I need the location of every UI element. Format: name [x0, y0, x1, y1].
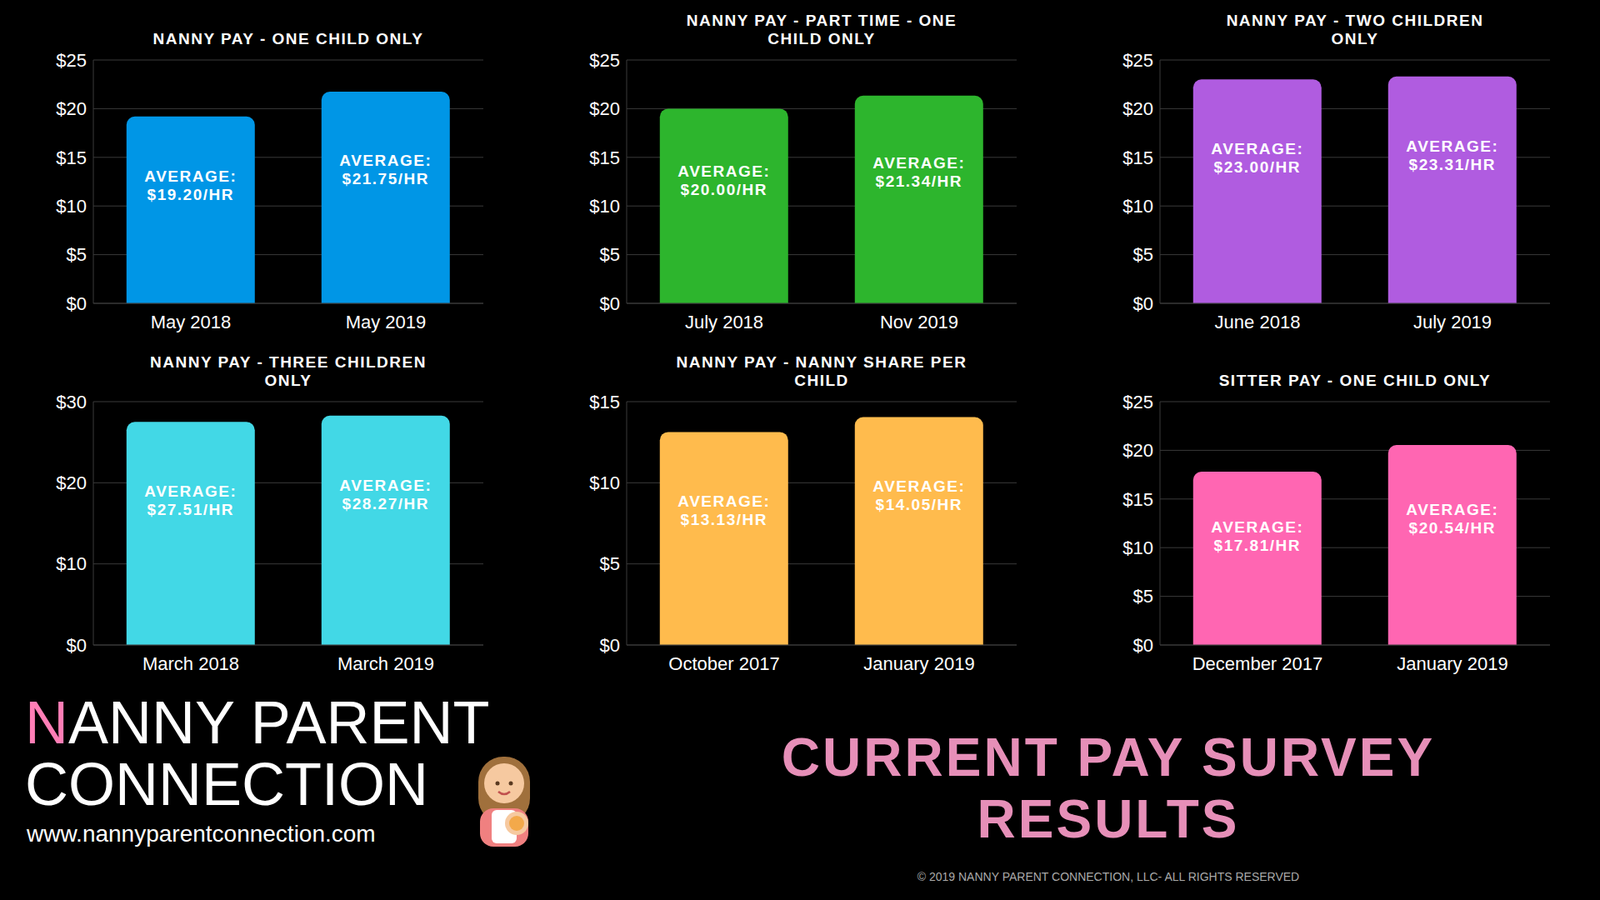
- svg-text:$10: $10: [55, 553, 87, 575]
- svg-text:AVERAGE:$17.81/HR: AVERAGE:$17.81/HR: [1210, 518, 1304, 555]
- svg-text:AVERAGE:$23.31/HR: AVERAGE:$23.31/HR: [1405, 137, 1499, 174]
- svg-text:AVERAGE:$27.51/HR: AVERAGE:$27.51/HR: [144, 482, 237, 519]
- svg-text:July 2018: July 2018: [685, 311, 764, 333]
- svg-text:$25: $25: [55, 50, 87, 71]
- svg-text:March 2019: March 2019: [337, 653, 435, 675]
- svg-text:December 2017: December 2017: [1192, 653, 1324, 675]
- html-text:NANNY PAY - NANNY SHARE PER CH: NANNY PAY - NANNY SHARE PER CHILD: [676, 353, 967, 390]
- svg-text:AVERAGE:$21.34/HR: AVERAGE:$21.34/HR: [872, 154, 965, 190]
- svg-text:$25: $25: [589, 50, 620, 71]
- svg-text:March 2018: March 2018: [142, 653, 240, 675]
- svg-text:$20: $20: [589, 98, 620, 120]
- html-text:NANNY PAY - THREE CHILDREN ONL: NANNY PAY - THREE CHILDREN ONLY: [150, 353, 427, 390]
- svg-text:$15: $15: [589, 391, 620, 413]
- svg-text:October 2017: October 2017: [668, 653, 780, 675]
- svg-text:AVERAGE:$20.00/HR: AVERAGE:$20.00/HR: [677, 162, 770, 199]
- html-text:N ANNY PARENT CONNECTION: N ANNY PARENT CONNECTION: [25, 689, 489, 818]
- svg-text:$30: $30: [55, 391, 87, 413]
- svg-text:AVERAGE:$13.13/HR: AVERAGE:$13.13/HR: [677, 492, 770, 529]
- svg-text:$0: $0: [66, 635, 87, 656]
- svg-text:$5: $5: [66, 244, 87, 265]
- svg-text:AVERAGE:$19.20/HR: AVERAGE:$19.20/HR: [144, 167, 237, 204]
- svg-text:AVERAGE:$20.54/HR: AVERAGE:$20.54/HR: [1405, 500, 1499, 537]
- svg-text:$15: $15: [1122, 489, 1154, 510]
- svg-text:June 2018: June 2018: [1215, 311, 1301, 333]
- svg-text:$5: $5: [1133, 585, 1154, 607]
- svg-text:$0: $0: [600, 293, 620, 315]
- html-text:NANNY PAY - ONE CHILD ONLY: NANNY PAY - ONE CHILD ONLY: [153, 30, 424, 48]
- svg-text:$5: $5: [600, 553, 620, 575]
- html-text:NANNY PAY - PART TIME - ONE CH: NANNY PAY - PART TIME - ONE CHILD ONLY: [686, 11, 957, 48]
- html-text:© 2019 NANNY PARENT CONNECTION: © 2019 NANNY PARENT CONNECTION, LLC- ALL…: [917, 870, 1300, 884]
- svg-text:$20: $20: [1122, 440, 1154, 461]
- svg-text:July 2019: July 2019: [1413, 311, 1492, 333]
- svg-text:$10: $10: [589, 472, 620, 494]
- svg-text:$20: $20: [55, 472, 87, 494]
- svg-text:$0: $0: [1133, 635, 1154, 656]
- svg-text:$20: $20: [1122, 98, 1154, 120]
- html-text:CURRENT PAY SURVEY RESULTS: CURRENT PAY SURVEY RESULTS: [781, 727, 1436, 850]
- svg-text:Nov 2019: Nov 2019: [880, 311, 959, 333]
- svg-text:AVERAGE:$28.27/HR: AVERAGE:$28.27/HR: [339, 476, 432, 513]
- svg-text:$15: $15: [1122, 147, 1154, 169]
- svg-text:$20: $20: [55, 98, 87, 120]
- svg-text:AVERAGE:$14.05/HR: AVERAGE:$14.05/HR: [872, 477, 965, 514]
- svg-text:$15: $15: [55, 147, 87, 169]
- svg-text:AVERAGE:$23.00/HR: AVERAGE:$23.00/HR: [1210, 140, 1304, 176]
- svg-text:$15: $15: [589, 147, 620, 169]
- svg-text:AVERAGE:$21.75/HR: AVERAGE:$21.75/HR: [339, 151, 432, 188]
- svg-text:$10: $10: [1122, 195, 1154, 217]
- html-text:NANNY PAY - TWO CHILDREN ONLY: NANNY PAY - TWO CHILDREN ONLY: [1226, 11, 1484, 48]
- html-text:SITTER PAY - ONE CHILD ONLY: SITTER PAY - ONE CHILD ONLY: [1218, 371, 1492, 390]
- html-text:www.nannyparentconnection.com: www.nannyparentconnection.com: [26, 820, 376, 847]
- svg-text:$5: $5: [1133, 244, 1154, 265]
- svg-text:$0: $0: [1133, 293, 1154, 315]
- svg-text:May 2018: May 2018: [150, 311, 232, 333]
- svg-text:$10: $10: [55, 195, 87, 217]
- svg-text:$10: $10: [589, 195, 620, 217]
- svg-text:$10: $10: [1122, 537, 1154, 559]
- svg-text:$5: $5: [600, 244, 620, 265]
- svg-text:January 2019: January 2019: [1396, 653, 1508, 675]
- svg-text:$0: $0: [600, 635, 620, 656]
- svg-text:$25: $25: [1122, 50, 1154, 71]
- svg-text:$0: $0: [66, 293, 87, 315]
- svg-text:January 2019: January 2019: [863, 653, 975, 675]
- svg-text:May 2019: May 2019: [345, 311, 427, 333]
- svg-text:$25: $25: [1122, 391, 1154, 413]
